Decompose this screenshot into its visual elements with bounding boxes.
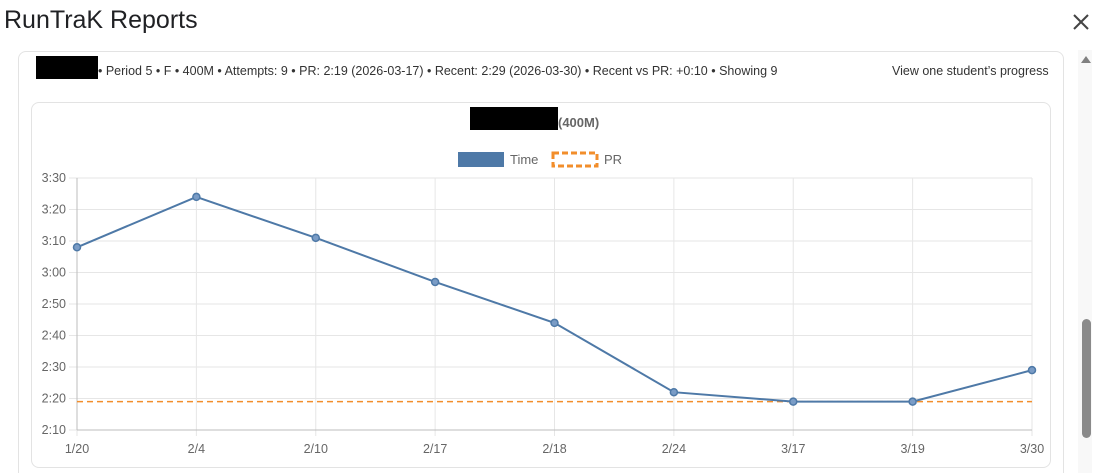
y-tick-label: 3:30 xyxy=(42,171,66,185)
view-student-progress-link[interactable]: View one student’s progress xyxy=(892,64,1049,78)
x-tick-label: 2/17 xyxy=(423,442,447,456)
dialog-title: RunTraK Reports xyxy=(4,6,198,34)
legend-label-time: Time xyxy=(510,152,538,167)
x-tick-label: 3/17 xyxy=(781,442,805,456)
data-point-time xyxy=(1027,365,1037,375)
legend-label-pr: PR xyxy=(604,152,622,167)
summary-line: • Period 5 • F • 400M • Attempts: 9 • PR… xyxy=(98,64,778,78)
redacted-chart-name xyxy=(470,107,558,130)
y-tick-label: 2:30 xyxy=(42,360,66,374)
data-point-time xyxy=(789,397,798,406)
data-point-time xyxy=(550,318,559,328)
legend-swatch-time xyxy=(458,152,504,167)
x-tick-label: 1/20 xyxy=(65,442,89,456)
redacted-student-name xyxy=(36,56,98,79)
scrollbar-thumb[interactable] xyxy=(1082,319,1091,438)
close-icon xyxy=(1073,14,1089,30)
chart-panel: (400M) Time PR 2:10 2:20 2:30 2:40 2:50 3:00 3:10… xyxy=(31,102,1051,468)
data-point-time xyxy=(669,387,679,397)
y-tick-label: 2:40 xyxy=(42,329,66,343)
legend-swatch-pr xyxy=(551,151,599,168)
progress-chart: (400M) Time PR 2:10 2:20 2:30 2:40 2:50 3:00 3:10… xyxy=(42,107,1044,456)
data-point-time xyxy=(311,233,320,243)
scroll-up-arrow-icon[interactable] xyxy=(1081,56,1091,63)
y-tick-label: 3:00 xyxy=(42,266,66,280)
y-tick-label: 2:20 xyxy=(42,392,66,406)
x-tick-label: 2/4 xyxy=(188,442,205,456)
y-tick-label: 2:10 xyxy=(42,423,66,437)
data-point-time xyxy=(430,277,440,287)
scrollbar[interactable] xyxy=(1078,50,1092,473)
report-content: • Period 5 • F • 400M • Attempts: 9 • PR… xyxy=(0,46,1070,473)
data-point-time xyxy=(908,397,917,406)
dialog-header: RunTraK Reports xyxy=(0,0,1105,46)
x-tick-label: 2/24 xyxy=(662,442,686,456)
x-tick-label: 2/18 xyxy=(542,442,566,456)
chart-title: (400M) xyxy=(558,115,599,130)
x-tick-label: 3/19 xyxy=(900,442,924,456)
data-point-time xyxy=(192,192,201,202)
x-tick-label: 3/30 xyxy=(1020,442,1044,456)
y-tick-label: 3:10 xyxy=(42,234,66,248)
data-point-time xyxy=(72,243,82,252)
y-tick-label: 3:20 xyxy=(42,203,66,217)
x-tick-label: 2/10 xyxy=(304,442,328,456)
close-button[interactable] xyxy=(1068,6,1096,38)
y-tick-label: 2:50 xyxy=(42,297,66,311)
